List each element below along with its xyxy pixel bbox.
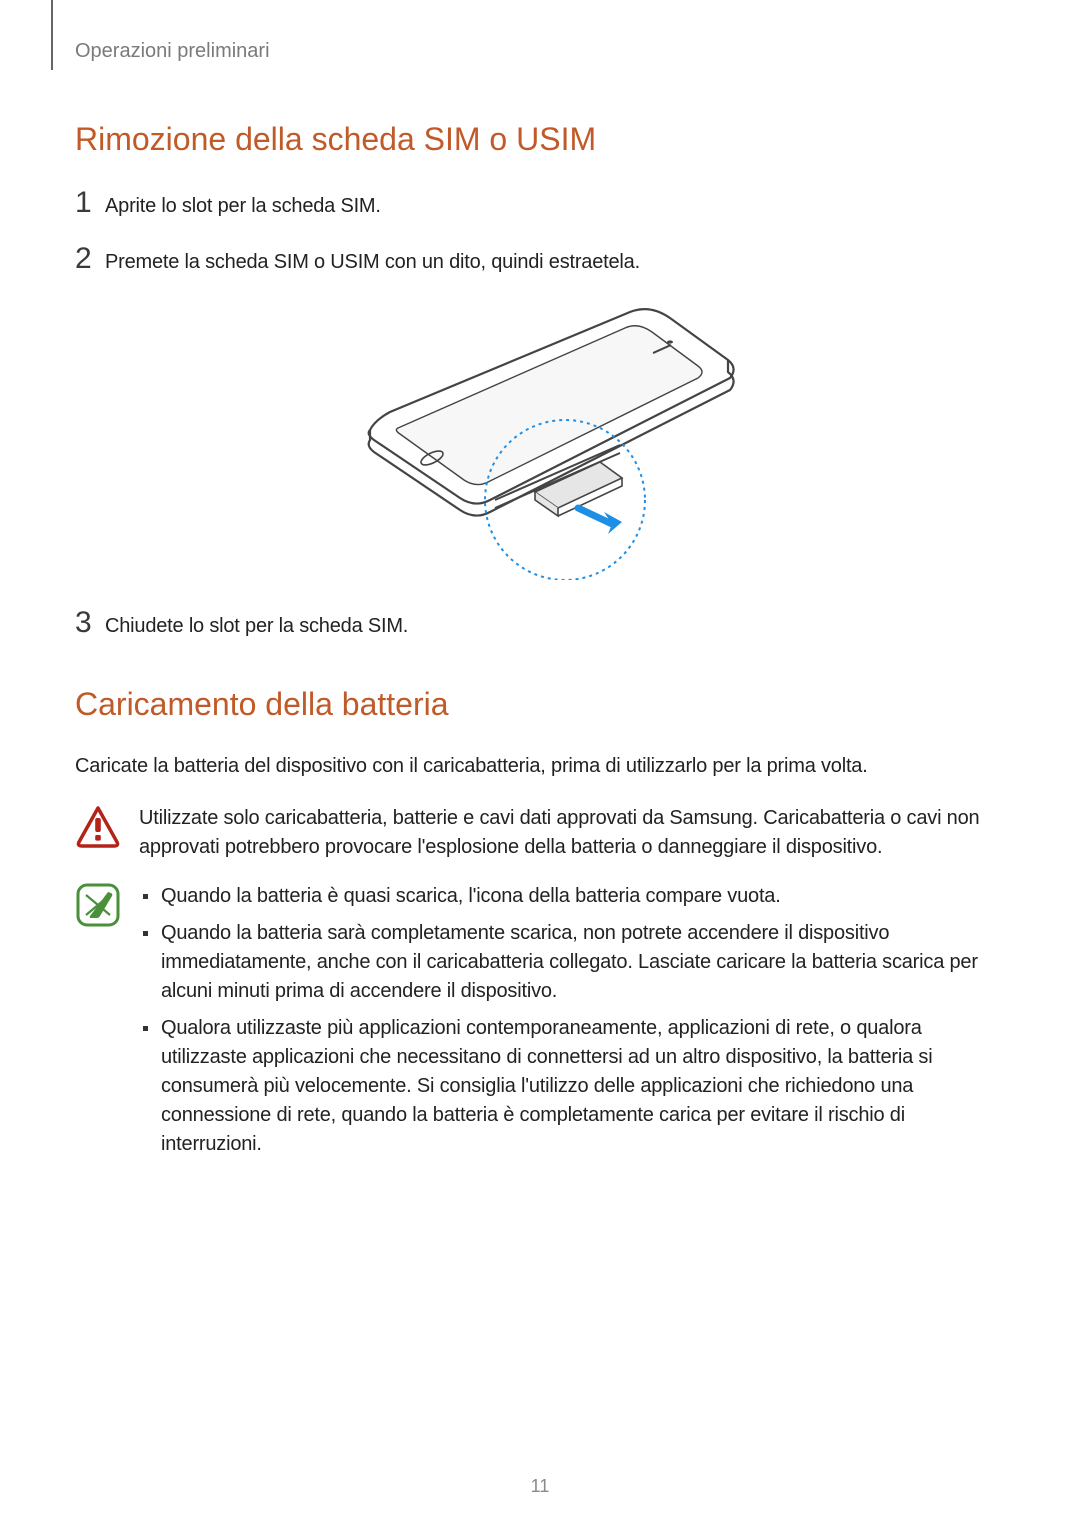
step-list-2: 3 Chiudete lo slot per la scheda SIM. [75,608,1005,640]
step-text: Aprite lo slot per la scheda SIM. [105,193,381,220]
step-3: 3 Chiudete lo slot per la scheda SIM. [75,608,1005,640]
section2-intro: Caricate la batteria del dispositivo con… [75,753,1005,780]
step-number: 3 [75,608,105,638]
note-bullet-1: Quando la batteria è quasi scarica, l'ic… [139,882,1005,911]
step-text: Chiudete lo slot per la scheda SIM. [105,613,408,640]
note-text: Quando la batteria è quasi scarica, l'ic… [139,882,1005,1167]
warning-text: Utilizzate solo caricabatteria, batterie… [139,804,1005,862]
warning-icon [75,804,121,850]
step-2: 2 Premete la scheda SIM o USIM con un di… [75,244,1005,276]
push-arrow-icon [578,508,622,534]
note-bullet-3: Qualora utilizzaste più applicazioni con… [139,1014,1005,1159]
step-text: Premete la scheda SIM o USIM con un dito… [105,249,640,276]
step-number: 2 [75,244,105,274]
step-number: 1 [75,188,105,218]
breadcrumb: Operazioni preliminari [75,40,1005,63]
header-rule [51,0,53,70]
sim-removal-illustration [320,300,760,580]
figure-sim-removal [75,300,1005,580]
step-list-1: 1 Aprite lo slot per la scheda SIM. 2 Pr… [75,188,1005,276]
note-callout: Quando la batteria è quasi scarica, l'ic… [75,882,1005,1167]
note-bullet-2: Quando la batteria sarà completamente sc… [139,919,1005,1006]
step-1: 1 Aprite lo slot per la scheda SIM. [75,188,1005,220]
warning-callout: Utilizzate solo caricabatteria, batterie… [75,804,1005,862]
note-icon [75,882,121,928]
note-bullets: Quando la batteria è quasi scarica, l'ic… [139,882,1005,1159]
section2-title: Caricamento della batteria [75,686,1005,723]
section1-title: Rimozione della scheda SIM o USIM [75,121,1005,158]
page-number: 11 [0,1476,1080,1497]
